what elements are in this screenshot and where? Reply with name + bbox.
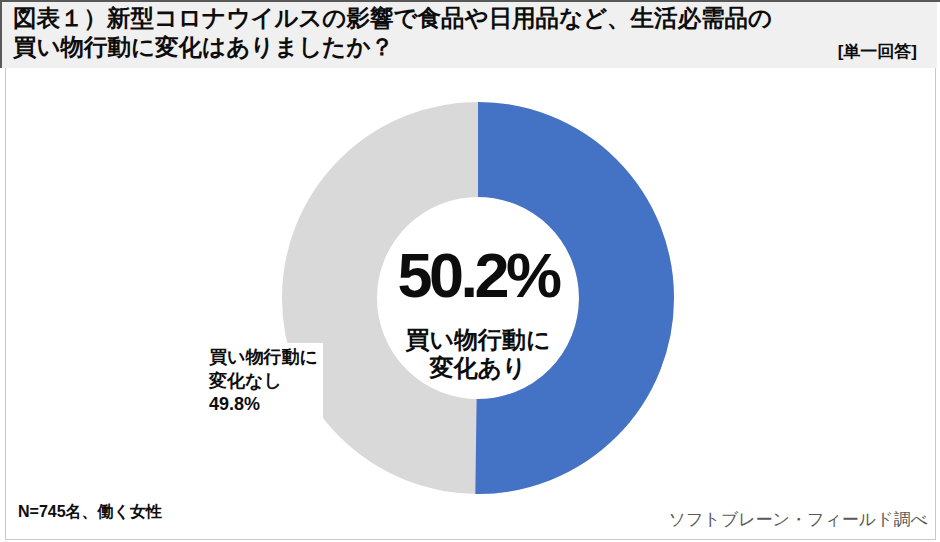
sample-note: N=745名、働く女性	[18, 502, 162, 523]
donut-center-text: 50.2% 買い物行動に 変化あり	[278, 98, 678, 381]
figure-header: 図表１）新型コロナウイルスの影響で食品や日用品など、生活必需品の 買い物行動に変…	[0, 2, 937, 68]
center-value: 50.2%	[278, 244, 678, 307]
figure: 図表１）新型コロナウイルスの影響で食品や日用品など、生活必需品の 買い物行動に変…	[0, 0, 940, 542]
source-credit: ソフトブレーン・フィールド調べ	[669, 508, 928, 531]
donut-chart: 50.2% 買い物行動に 変化あり	[278, 98, 678, 498]
center-label: 買い物行動に 変化あり	[278, 326, 678, 381]
segment-label-no-change: 買い物行動に 変化なし 49.8%	[204, 343, 323, 420]
answer-type-label: [単一回答]	[838, 42, 917, 61]
figure-title: 図表１）新型コロナウイルスの影響で食品や日用品など、生活必需品の 買い物行動に変…	[13, 4, 772, 62]
